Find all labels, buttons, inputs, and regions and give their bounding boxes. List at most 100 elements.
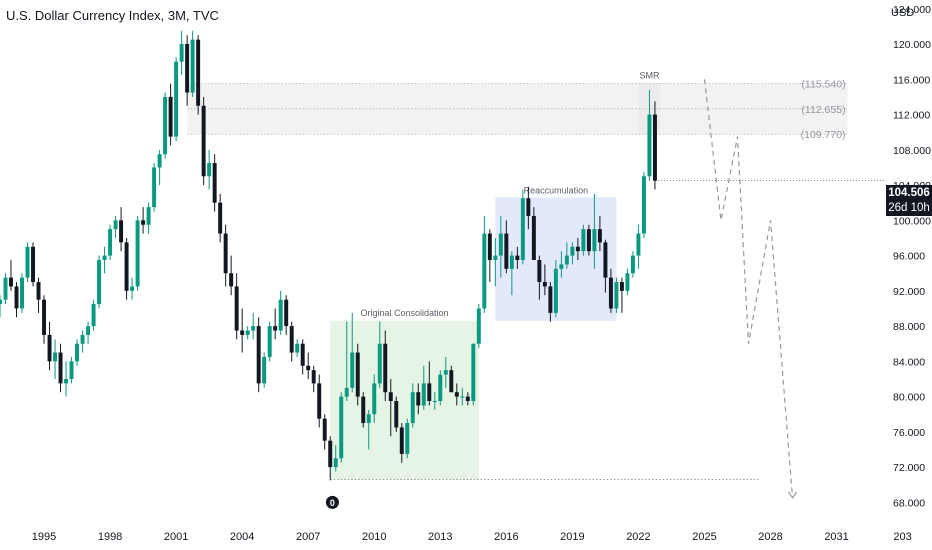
candle-body-31 [168,96,173,137]
candle-body-83 [454,392,459,397]
x-tick-label-13: 203 [893,531,911,543]
x-tick-label-1: 1998 [98,531,122,543]
candle-body-74 [405,423,410,454]
resistance-label-1: (112.655) [801,104,845,116]
candle-body-13 [69,361,74,379]
candle-body-68 [372,383,377,415]
candle-body-30 [163,96,168,155]
candle-body-115 [630,255,635,274]
y-tick-label-9: 88.000 [893,321,925,333]
candle-body-10 [53,352,58,362]
candle-body-9 [47,334,52,362]
candle-body-67 [366,414,371,424]
candle-body-42 [229,273,234,287]
candle-body-8 [42,299,47,335]
candle-body-106 [581,229,586,252]
candle-body-117 [641,176,646,234]
candle-body-45 [245,330,250,335]
candle-body-61 [333,458,338,468]
candle-body-111 [608,277,613,309]
candle-body-48 [262,356,267,384]
candle-body-1 [3,277,8,300]
candle-body-114 [625,273,630,291]
x-tick-label-9: 2022 [626,531,650,543]
x-tick-label-7: 2016 [494,531,518,543]
currency-label: USD [891,7,915,19]
candle-body-90 [493,255,498,260]
candle-body-60 [328,440,333,468]
zone-label-0: Original Consolidation [360,308,448,318]
x-tick-label-6: 2013 [428,531,452,543]
candle-body-88 [482,233,487,309]
candle-body-73 [399,427,404,454]
candle-body-112 [614,282,619,309]
candle-body-101 [553,268,558,313]
y-tick-label-3: 112.000 [893,110,930,122]
y-tick-label-14: 68.000 [893,497,925,509]
bar-countdown-badge: 26d 10h [886,201,932,216]
candle-body-26 [141,220,146,225]
candle-body-72 [394,401,399,428]
candle-body-69 [377,343,382,384]
candle-body-94 [515,255,520,260]
candle-body-18 [97,260,102,305]
candle-body-89 [487,233,492,260]
candle-body-34 [185,44,190,93]
x-tick-label-10: 2025 [692,531,716,543]
candle-body-116 [636,233,641,256]
candle-body-96 [526,198,531,216]
candle-body-0 [0,299,2,305]
candle-body-97 [531,215,536,260]
y-tick-label-12: 76.000 [893,427,925,439]
candle-body-20 [108,229,113,256]
candle-body-75 [410,392,415,424]
candle-body-87 [476,308,481,344]
candle-body-6 [31,246,36,283]
candle-body-41 [223,233,228,274]
projection-path [703,79,794,499]
candle-body-28 [152,167,157,208]
zone-label-2: SMR [639,70,660,80]
candle-body-17 [91,304,96,327]
candle-body-65 [355,352,360,397]
candle-body-77 [421,383,426,406]
candle-body-108 [592,229,597,252]
candle-body-46 [251,326,256,331]
candle-body-57 [311,370,316,384]
x-tick-label-12: 2031 [824,531,848,543]
candle-body-91 [498,233,503,256]
candle-body-32 [174,61,179,137]
candle-body-66 [361,396,366,424]
x-tick-label-2: 2001 [164,531,188,543]
candle-body-80 [438,374,443,402]
candle-body-50 [273,326,278,331]
candle-body-109 [597,229,602,243]
candle-body-64 [350,352,355,388]
resistance-label-0: (115.540) [801,78,845,90]
candle-body-37 [201,105,206,177]
y-tick-label-0: 124.000 [893,4,931,16]
projection-arrowhead [788,491,798,500]
candle-body-4 [20,277,24,309]
x-tick-label-5: 2010 [362,531,386,543]
y-tick-label-8: 92.000 [893,286,925,298]
candle-body-51 [278,299,283,331]
candle-body-53 [289,326,294,353]
candle-body-105 [575,246,580,252]
candle-body-62 [339,396,344,459]
candle-body-56 [306,365,311,371]
x-tick-label-4: 2007 [296,531,320,543]
candle-body-63 [344,387,349,397]
candle-body-7 [36,282,41,300]
chart-title: U.S. Dollar Currency Index, 3M, TVC [6,8,219,23]
candle-body-55 [300,343,305,366]
y-tick-label-13: 72.000 [893,462,925,474]
candle-body-86 [471,343,476,402]
candle-body-38 [207,163,212,177]
candle-body-2 [9,277,13,287]
event-marker [325,495,339,509]
candle-body-107 [586,229,591,252]
candle-body-102 [559,264,564,269]
candle-body-15 [80,334,85,344]
